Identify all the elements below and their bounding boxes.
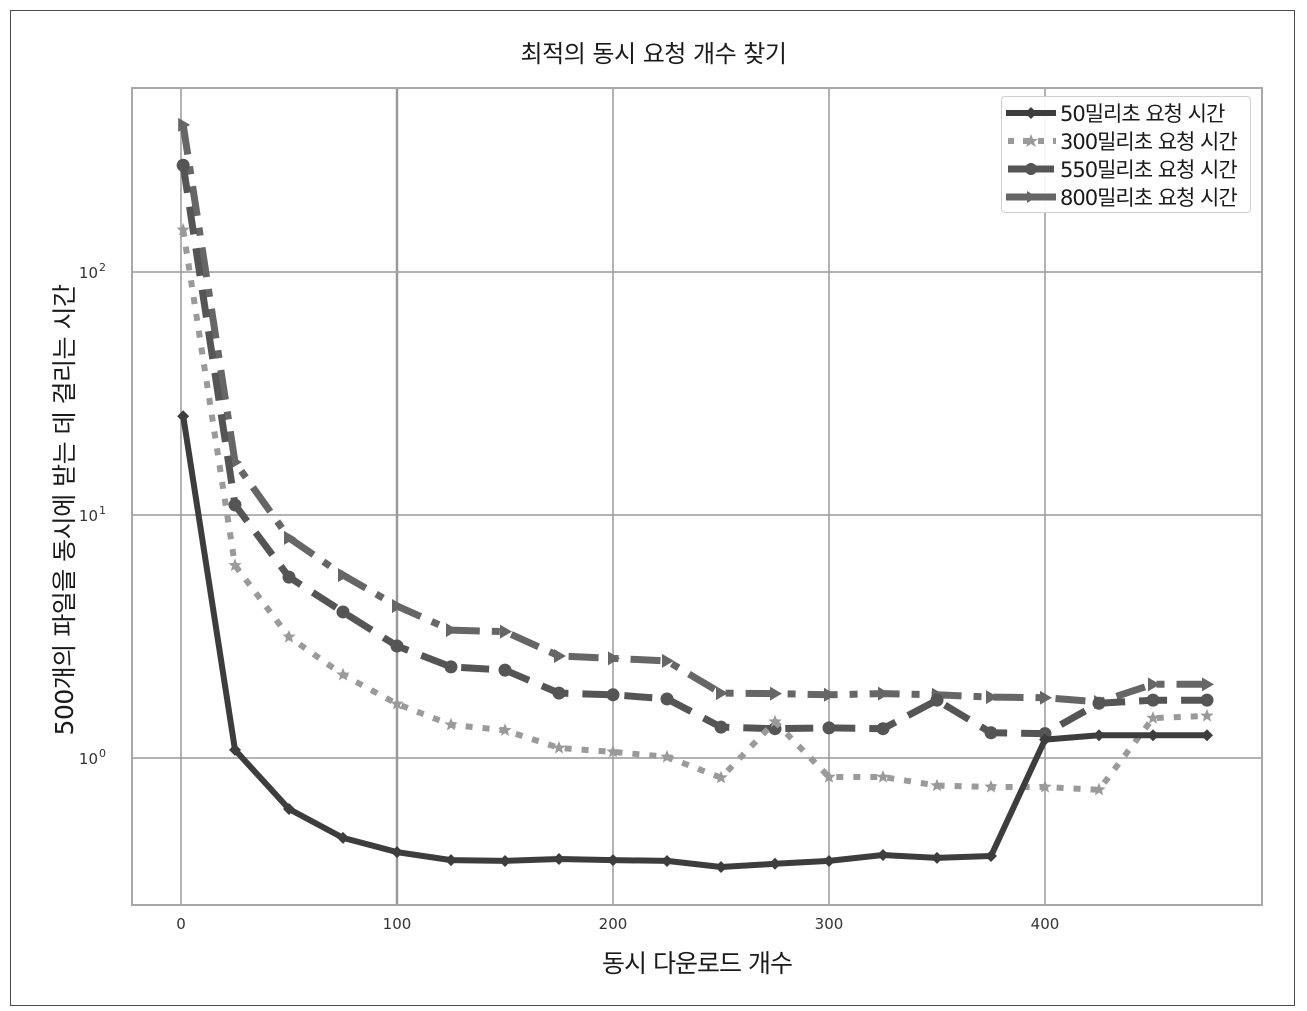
x-tick-label: 100 [383, 915, 412, 933]
x-tick-label: 400 [1031, 915, 1060, 933]
series-dashed-line [176, 158, 1214, 741]
legend-swatch-dotted-star-icon [1008, 134, 1056, 147]
legend-swatch-dashdot-triangle-icon [1006, 191, 1056, 203]
legend-label: 550밀리초 요청 시간 [1060, 158, 1238, 182]
legend-item-550ms: 550밀리초 요청 시간 [1002, 155, 1250, 183]
y-axis-label: 500개의 파일을 동시에 받는 데 걸리는 시간 [50, 284, 79, 736]
legend-swatch-solid-diamond-icon [1006, 107, 1056, 119]
y-tick-labels: 100 101 102 [79, 261, 106, 768]
legend-label: 800밀리초 요청 시간 [1060, 186, 1238, 210]
series-solid-line [177, 410, 1213, 873]
plot-background [132, 88, 1262, 905]
legend: 50밀리초 요청 시간 300밀리초 요청 시간 550밀리초 요청 시간 80… [1001, 96, 1251, 213]
series-dashdot-line [178, 117, 1214, 710]
axes-frame [131, 87, 1263, 906]
x-tick-label: 200 [599, 915, 628, 933]
legend-item-300ms: 300밀리초 요청 시간 [1002, 127, 1250, 155]
legend-label: 300밀리초 요청 시간 [1060, 130, 1238, 154]
x-tick-labels: 0 100 200 300 400 [176, 915, 1059, 933]
x-tick-label: 300 [815, 915, 844, 933]
x-axis-label: 동시 다운로드 개수 [602, 949, 793, 978]
x-tick-label: 0 [176, 915, 186, 933]
y-tick-label: 102 [79, 261, 106, 282]
y-tick-label: 101 [79, 504, 106, 525]
legend-item-800ms: 800밀리초 요청 시간 [1002, 183, 1250, 211]
y-tick-label: 100 [79, 747, 106, 768]
legend-item-50ms: 50밀리초 요청 시간 [1002, 99, 1250, 127]
legend-swatch-dashed-circle-icon [1008, 163, 1054, 175]
grid-lines [132, 88, 1262, 905]
legend-label: 50밀리초 요청 시간 [1060, 102, 1225, 126]
chart-title: 최적의 동시 요청 개수 찾기 [520, 40, 787, 68]
series-dotted-line [176, 222, 1214, 796]
